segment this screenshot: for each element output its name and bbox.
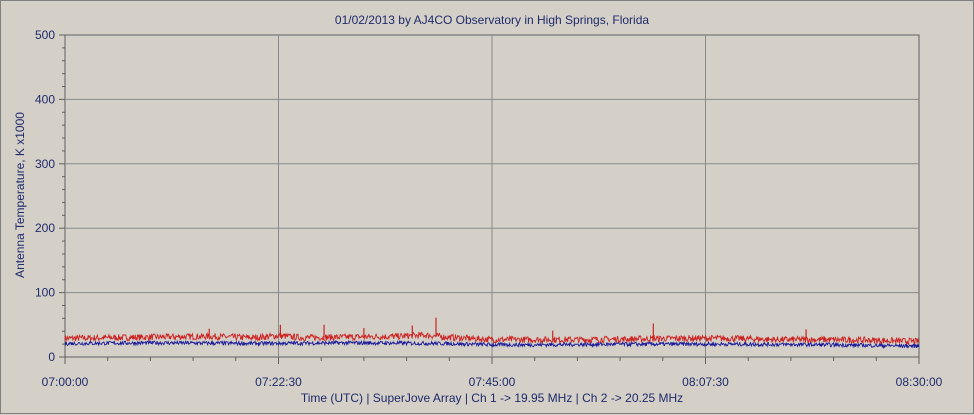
- x-tick-label: 07:00:00: [42, 375, 89, 389]
- x-tick-label: 08:07:30: [682, 375, 729, 389]
- x-axis-label: Time (UTC) | SuperJove Array | Ch 1 -> 1…: [301, 391, 683, 405]
- series-layer: [64, 317, 920, 350]
- x-tick-label: 08:30:00: [896, 375, 943, 389]
- y-tick-label: 0: [48, 350, 55, 364]
- grid-layer: [64, 34, 920, 358]
- axis-layer: 0 100 200 300 400 500 07:00:00 07:22:30 07:45:00…: [35, 28, 943, 389]
- y-tick-label: 500: [35, 28, 55, 42]
- y-tick-label: 200: [35, 221, 55, 235]
- chart-title: 01/02/2013 by AJ4CO Observatory in High …: [335, 13, 649, 27]
- y-tick-label: 100: [35, 286, 55, 300]
- series-line: [64, 331, 920, 346]
- y-tick-label: 300: [35, 157, 55, 171]
- series-2: [64, 339, 920, 350]
- y-axis-label: Antenna Temperature, K x1000: [13, 112, 27, 278]
- y-tick-label: 400: [35, 92, 55, 106]
- x-tick-label: 07:45:00: [469, 375, 516, 389]
- x-tick-label: 07:22:30: [255, 375, 302, 389]
- series-1: [64, 317, 920, 346]
- series-line: [64, 339, 920, 350]
